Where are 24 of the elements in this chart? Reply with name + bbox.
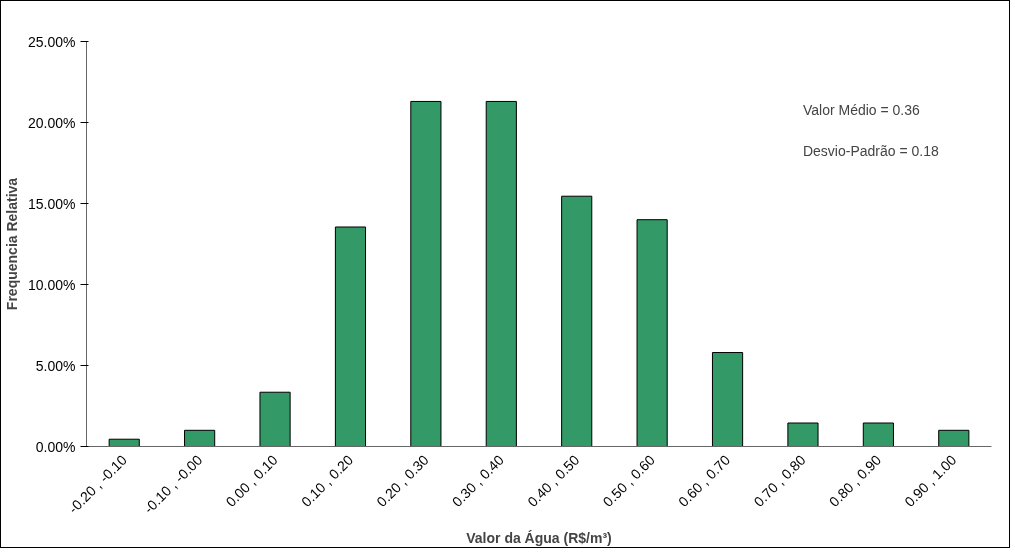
- bar: [334, 226, 367, 447]
- bar: [636, 219, 668, 447]
- y-tick-label: 5.00%: [35, 357, 76, 374]
- bar: [711, 352, 744, 447]
- y-tick-label: 0.00%: [35, 438, 76, 455]
- x-tick-label: 0.50 , 0.60: [599, 451, 658, 510]
- bar: [561, 195, 593, 447]
- bar: [108, 438, 140, 447]
- bar: [787, 422, 819, 447]
- annotation: Valor Médio = 0.36: [802, 102, 921, 119]
- bar: [184, 429, 216, 447]
- bar: [410, 100, 442, 447]
- x-tick-label: 0.30 , 0.40: [448, 451, 508, 510]
- bar: [485, 100, 517, 447]
- y-tick-label: 10.00%: [28, 276, 76, 293]
- y-tick-label: 15.00%: [28, 195, 76, 212]
- bar: [862, 422, 894, 447]
- bar: [259, 391, 291, 447]
- x-axis-title: Valor da Água (R$/m³): [466, 530, 612, 547]
- y-axis-title: Frequencia Relativa: [4, 177, 21, 311]
- bar: [938, 429, 970, 447]
- y-tick-label: 25.00%: [28, 33, 76, 50]
- annotation: Desvio-Padrão = 0.18: [802, 142, 939, 159]
- y-tick-label: 20.00%: [28, 114, 76, 131]
